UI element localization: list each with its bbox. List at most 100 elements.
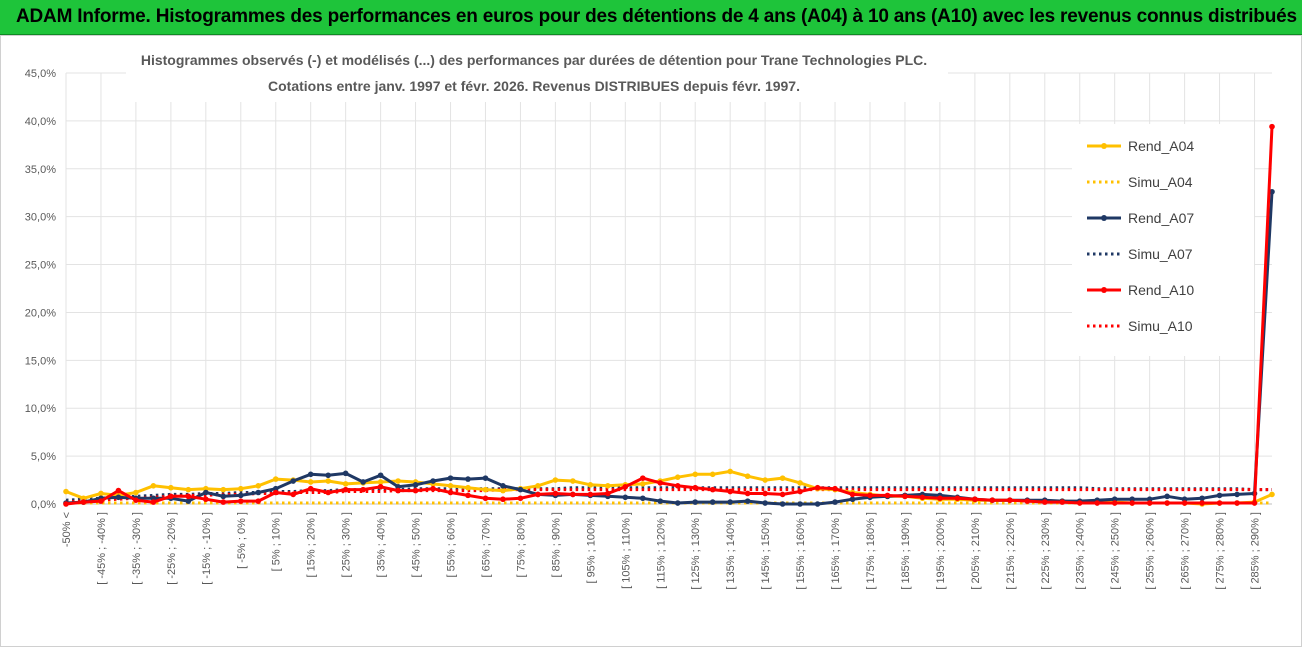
point-rend-a04 [552, 477, 559, 483]
x-tick-label: [ 265% ; 270% ] [1180, 512, 1192, 590]
point-rend-a10 [255, 498, 262, 504]
x-tick-label: [ 75% ; 80% ] [515, 512, 527, 577]
point-rend-a10 [849, 491, 856, 498]
point-rend-a10 [1007, 497, 1013, 503]
x-tick-label: [ 205% ; 210% ] [970, 512, 982, 590]
point-rend-a10 [1181, 500, 1188, 506]
point-rend-a10 [709, 486, 716, 493]
point-rend-a07 [692, 499, 699, 505]
point-rend-a04 [325, 478, 331, 484]
x-tick-label: [ -35% ; -30% ] [131, 512, 143, 585]
point-rend-a10 [1216, 500, 1223, 506]
point-rend-a10 [98, 498, 104, 504]
point-rend-a07 [307, 471, 314, 478]
point-rend-a10 [954, 495, 961, 502]
point-rend-a10 [517, 495, 524, 502]
point-rend-a10 [63, 501, 69, 507]
point-rend-a07 [482, 475, 489, 481]
point-rend-a04 [674, 474, 681, 480]
x-tick-label: [ 275% ; 280% ] [1215, 512, 1227, 590]
point-rend-a10 [203, 496, 209, 503]
point-rend-a10 [832, 485, 838, 492]
point-rend-a07 [237, 492, 244, 499]
point-rend-a10 [80, 499, 87, 505]
point-rend-a10 [535, 491, 541, 498]
point-rend-a10 [325, 489, 331, 496]
point-rend-a07 [220, 493, 227, 500]
point-rend-a10 [1269, 123, 1275, 130]
point-rend-a10 [1164, 500, 1170, 506]
y-tick-label: 20,0% [25, 307, 56, 319]
point-rend-a10 [1094, 500, 1101, 506]
point-rend-a10 [168, 493, 174, 500]
point-rend-a04 [587, 482, 594, 488]
legend-box [1072, 124, 1254, 356]
point-rend-a10 [552, 490, 559, 497]
point-rend-a10 [989, 497, 996, 503]
point-rend-a10 [762, 490, 768, 497]
point-rend-a07 [657, 498, 664, 504]
point-rend-a10 [1129, 500, 1135, 506]
x-tick-label: [ 55% ; 60% ] [446, 512, 458, 577]
y-tick-label: 10,0% [25, 403, 56, 415]
legend-label: Simu_A07 [1128, 246, 1193, 262]
point-rend-a04 [727, 468, 733, 475]
point-rend-a04 [342, 481, 349, 487]
point-rend-a04 [447, 483, 454, 489]
legend: Rend_A04 Simu_A04 Rend_A07 Simu_A07 Rend_A10… [1072, 124, 1254, 356]
point-rend-a07 [1181, 496, 1188, 503]
report-banner: ADAM Informe. Histogrammes des performan… [0, 0, 1302, 35]
point-rend-a07 [115, 494, 122, 501]
point-rend-a07 [342, 470, 349, 477]
point-rend-a04 [639, 481, 646, 487]
point-rend-a10 [639, 475, 646, 481]
point-rend-a07 [779, 501, 786, 507]
point-rend-a10 [360, 486, 366, 493]
point-rend-a07 [744, 498, 751, 504]
x-tick-label: -50% < [61, 512, 73, 547]
point-rend-a04 [168, 484, 174, 491]
point-rend-a07 [517, 486, 524, 493]
report-title: ADAM Informe. Histogrammes des performan… [16, 6, 1297, 27]
point-rend-a10 [779, 491, 786, 498]
point-rend-a07 [849, 496, 856, 503]
point-rend-a10 [814, 484, 821, 491]
legend-marker [1101, 215, 1107, 221]
point-rend-a07 [377, 472, 384, 479]
point-rend-a07 [272, 485, 279, 492]
legend-label: Rend_A07 [1128, 210, 1194, 226]
point-rend-a10 [237, 498, 244, 504]
point-rend-a07 [1199, 495, 1205, 502]
point-rend-a07 [430, 478, 436, 484]
point-rend-a07 [1216, 492, 1223, 499]
legend-label: Rend_A10 [1128, 282, 1194, 298]
point-rend-a10 [1146, 500, 1153, 506]
chart-title-line1: Histogrammes observés (-) et modélisés (… [141, 52, 927, 68]
x-tick-label: [ 145% ; 150% ] [760, 512, 772, 590]
point-rend-a04 [605, 483, 611, 489]
point-rend-a07 [814, 501, 821, 507]
point-rend-a04 [255, 483, 262, 489]
point-rend-a10 [482, 495, 489, 502]
x-tick-label: [ 45% ; 50% ] [411, 512, 423, 577]
point-rend-a07 [709, 499, 716, 505]
point-rend-a04 [377, 479, 384, 485]
point-rend-a07 [1146, 496, 1153, 503]
point-rend-a07 [412, 482, 419, 488]
point-rend-a10 [150, 499, 157, 505]
point-rend-a04 [63, 488, 69, 495]
point-rend-a10 [272, 489, 279, 496]
y-tick-label: 15,0% [25, 355, 56, 367]
x-tick-label: [ 285% ; 290% ] [1250, 512, 1262, 590]
point-rend-a10 [867, 492, 873, 499]
point-rend-a07 [203, 489, 209, 496]
point-rend-a10 [1251, 500, 1258, 506]
point-rend-a10 [587, 491, 594, 498]
point-rend-a10 [919, 494, 926, 501]
point-rend-a10 [412, 487, 419, 494]
x-tick-label: [ 105% ; 110% ] [620, 512, 632, 589]
point-rend-a04 [500, 487, 506, 494]
x-tick-label: [ 175% ; 180% ] [865, 512, 877, 590]
x-tick-label: [ 235% ; 240% ] [1075, 512, 1087, 590]
